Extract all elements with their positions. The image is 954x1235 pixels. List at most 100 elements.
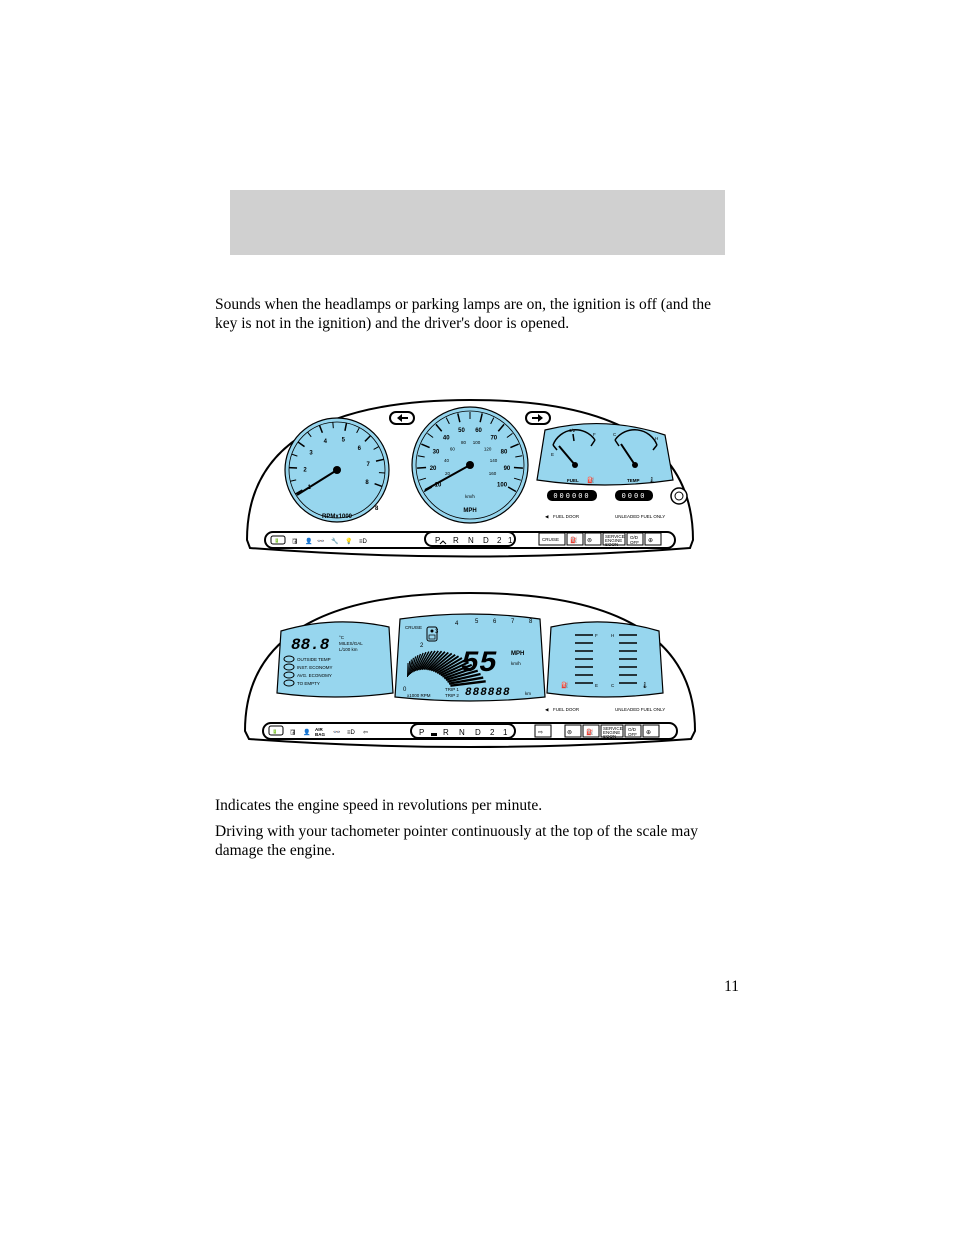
svg-text:TO EMPTY: TO EMPTY: [297, 681, 320, 686]
header-band: [230, 190, 725, 255]
svg-text:100: 100: [497, 483, 508, 489]
svg-text:⛽: ⛽: [587, 476, 595, 484]
svg-text:MPH: MPH: [463, 508, 476, 514]
document-page: Sounds when the headlamps or parking lam…: [0, 0, 954, 1235]
svg-text:90: 90: [504, 466, 511, 472]
svg-text:⛽: ⛽: [561, 681, 569, 689]
turn-signal-right-icon: [526, 412, 550, 424]
bars-panel: F E ⛽ H C 🌡: [547, 622, 663, 697]
svg-text:👤: 👤: [305, 537, 312, 545]
svg-text:🔧: 🔧: [331, 537, 338, 545]
fuel-door-label: FUEL DOOR: [553, 514, 580, 519]
gear-selector: P R N D 2 1: [425, 532, 515, 546]
svg-text:👤: 👤: [303, 728, 310, 736]
svg-text:40: 40: [444, 458, 450, 463]
svg-text:TRIP 1: TRIP 1: [445, 687, 459, 692]
svg-text:888888: 888888: [465, 687, 511, 699]
svg-text:SOON: SOON: [605, 542, 618, 547]
svg-text:30: 30: [433, 449, 440, 455]
svg-text:👓: 👓: [333, 730, 341, 736]
svg-text:1: 1: [508, 536, 515, 545]
svg-text:km: km: [525, 691, 531, 696]
svg-text:⊚: ⊚: [587, 538, 592, 544]
svg-text:R: R: [443, 728, 452, 737]
svg-text:N: N: [459, 728, 468, 737]
svg-text:CRUISE: CRUISE: [542, 537, 559, 542]
svg-text:≡D: ≡D: [347, 730, 356, 736]
svg-text:2: 2: [497, 536, 504, 545]
svg-text:80: 80: [461, 440, 467, 445]
svg-text:50: 50: [458, 428, 465, 434]
svg-text:🛢: 🛢: [291, 538, 299, 545]
digital-instrument-cluster: 88.8 °C MILES/GAL L/100 km OUTSIDE TEMP …: [235, 585, 705, 755]
fuel-door-arrow-icon: ◀: [545, 514, 549, 519]
fuel-door-label: FUEL DOOR: [553, 707, 580, 712]
svg-text:60: 60: [475, 428, 482, 434]
svg-text:🔋: 🔋: [272, 728, 278, 734]
svg-text:120: 120: [484, 447, 492, 452]
svg-text:F: F: [595, 633, 598, 638]
svg-text:P: P: [435, 536, 443, 545]
svg-text:CRUISE: CRUISE: [405, 625, 422, 630]
svg-text:D: D: [475, 728, 484, 737]
svg-text:⊕: ⊕: [648, 538, 653, 544]
svg-text:E: E: [551, 452, 554, 457]
svg-text:D: D: [483, 536, 492, 545]
svg-text:⛽: ⛽: [570, 536, 578, 544]
speedometer-gauge: 1020304050607080901002040608010012014016…: [412, 407, 528, 523]
info-panel: 88.8 °C MILES/GAL L/100 km OUTSIDE TEMP …: [277, 622, 393, 697]
svg-text:N: N: [468, 536, 477, 545]
page-number: 11: [724, 978, 739, 996]
svg-text:🛢: 🛢: [289, 729, 297, 736]
svg-text:INST. ECONOMY: INST. ECONOMY: [297, 665, 333, 670]
svg-text:55: 55: [461, 647, 497, 681]
svg-text:°C: °C: [339, 635, 345, 640]
speed-panel: CRUISE 0 1 2 3 4 5 6 7 8 55 MPH km/h x10…: [395, 614, 545, 701]
svg-text:km/h: km/h: [511, 661, 521, 666]
svg-text:x1000 RPM: x1000 RPM: [407, 693, 431, 698]
svg-text:⛽: ⛽: [586, 728, 594, 736]
svg-text:🌡: 🌡: [641, 681, 649, 689]
svg-text:AVG. ECONOMY: AVG. ECONOMY: [297, 673, 332, 678]
unleaded-label: UNLEADED FUEL ONLY: [615, 514, 665, 519]
svg-text:⊚: ⊚: [567, 730, 572, 736]
svg-text:OUTSIDE TEMP: OUTSIDE TEMP: [297, 657, 331, 662]
svg-text:R: R: [453, 536, 462, 545]
svg-text:⇨: ⇨: [538, 730, 543, 736]
fuel-temp-gauge: E 1/2 F FUEL ⛽ C H TEMP: [537, 424, 673, 485]
svg-text:P: P: [419, 728, 427, 737]
svg-text:20: 20: [430, 466, 437, 472]
svg-text:OFF: OFF: [628, 732, 637, 737]
svg-text:100: 100: [473, 440, 481, 445]
trip-reset-knob-icon: [671, 488, 687, 504]
paragraph-3: Driving with your tachometer pointer con…: [215, 822, 725, 861]
svg-text:L/100 km: L/100 km: [339, 647, 358, 652]
svg-text:0000: 0000: [622, 492, 647, 500]
tachometer-gauge: 12345678 RPMx1000 8: [285, 418, 389, 522]
svg-text:60: 60: [450, 447, 456, 452]
svg-text:≡D: ≡D: [359, 539, 368, 545]
svg-text:1: 1: [503, 728, 510, 737]
svg-text:TRIP 2: TRIP 2: [445, 693, 459, 698]
gear-selector: P R N D 2 1: [411, 724, 515, 738]
svg-text:80: 80: [501, 449, 508, 455]
svg-text:⇦: ⇦: [363, 730, 368, 736]
svg-text:⊕: ⊕: [646, 730, 651, 736]
svg-text:🌡: 🌡: [648, 476, 656, 484]
svg-text:MPH: MPH: [511, 651, 524, 657]
paragraph-1: Sounds when the headlamps or parking lam…: [215, 295, 725, 334]
svg-text:🔋: 🔋: [274, 537, 280, 543]
svg-text:MILES/GAL: MILES/GAL: [339, 641, 363, 646]
svg-text:TEMP: TEMP: [627, 478, 640, 483]
svg-text:💡: 💡: [345, 537, 352, 545]
svg-text:40: 40: [443, 436, 450, 442]
odometer: 000000: [547, 490, 597, 501]
svg-text:160: 160: [489, 471, 497, 476]
svg-text:RPMx1000: RPMx1000: [322, 514, 353, 520]
svg-text:OFF: OFF: [630, 540, 639, 545]
svg-text:H: H: [655, 436, 658, 441]
svg-text:88.8: 88.8: [291, 636, 330, 654]
unleaded-label: UNLEADED FUEL ONLY: [615, 707, 665, 712]
svg-text:SOON: SOON: [603, 734, 616, 739]
svg-text:E: E: [595, 683, 598, 688]
